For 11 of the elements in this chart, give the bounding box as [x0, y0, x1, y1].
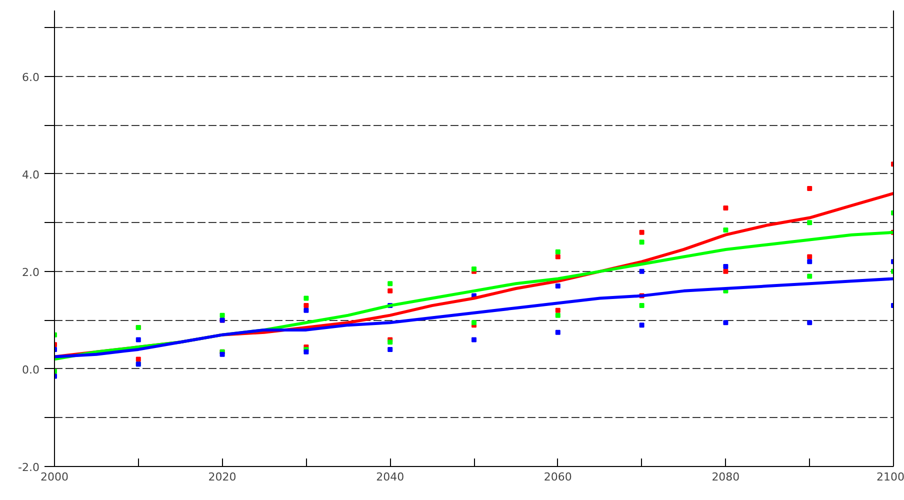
y-tick-label: 0.0 [22, 363, 40, 376]
x-tick-label: 2040 [376, 470, 404, 484]
y-tick-label: 4.0 [22, 168, 40, 182]
x-tick-label: 2100 [876, 470, 904, 484]
x-tick-label: 2060 [544, 470, 572, 484]
y-tick-label: 2.0 [22, 266, 40, 279]
x-tick-label: 2020 [208, 470, 236, 484]
y-tick-label: 6.0 [22, 70, 40, 84]
x-tick-label: 2000 [40, 470, 69, 484]
y-tick-label: -2.0 [18, 461, 40, 474]
x-tick-label: 2080 [712, 470, 740, 484]
